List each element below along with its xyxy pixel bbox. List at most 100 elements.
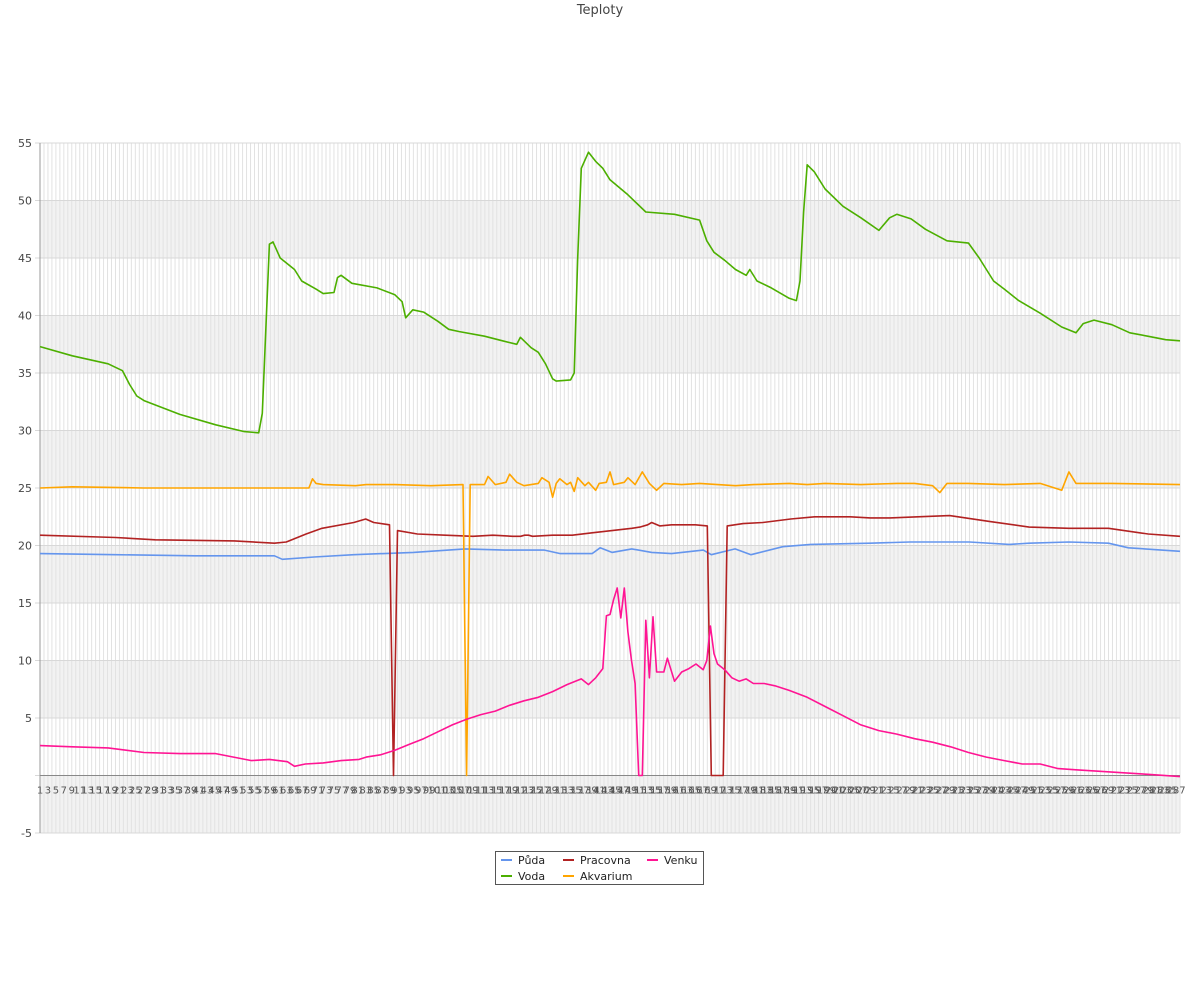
legend-swatch-voda — [501, 875, 512, 877]
y-tick-label: 10 — [18, 655, 32, 668]
x-tick-label: 191 — [785, 786, 804, 797]
x-tick-label: 117 — [491, 786, 510, 797]
x-tick-label: 147 — [610, 786, 629, 797]
series-line-venku — [39, 587, 1181, 778]
x-tick-label: 53 — [240, 786, 253, 797]
x-tick-label: 125 — [523, 786, 542, 797]
legend-item-akvarium: Akvarium — [563, 870, 632, 884]
x-tick-label: 279 — [1135, 786, 1154, 797]
y-tick-label: 25 — [18, 482, 32, 495]
x-tick-label: 171 — [706, 786, 725, 797]
x-tick-label: 105 — [444, 786, 463, 797]
x-tick-label: 27 — [137, 786, 150, 797]
y-tick-label: 15 — [18, 597, 32, 610]
plot-bands — [40, 200, 1180, 833]
plot-band — [40, 200, 1180, 258]
x-tick-label: 17 — [97, 786, 110, 797]
x-tick-label: 241 — [984, 786, 1003, 797]
legend-label-akvarium: Akvarium — [580, 870, 633, 883]
series-line-pracovna — [39, 514, 1181, 777]
x-tick-label: 273 — [1111, 786, 1130, 797]
legend-swatch-venku — [647, 859, 658, 861]
x-tick-label: 231 — [944, 786, 963, 797]
x-tick-label: 71 — [312, 786, 325, 797]
x-axis: 1 3 5 7 911131517192123252729313335373941434… — [37, 786, 1186, 797]
x-tick-label: 151 — [626, 786, 645, 797]
legend-label-voda: Voda — [518, 870, 546, 883]
chart-title: Teploty — [576, 3, 624, 18]
legend-swatch-puda — [501, 859, 512, 861]
x-tick-label: 235 — [960, 786, 979, 797]
x-tick-label: 271 — [1103, 786, 1122, 797]
x-tick-label: 285 — [1159, 786, 1178, 797]
x-tick-label: 177 — [730, 786, 749, 797]
x-tick-label: 223 — [912, 786, 931, 797]
x-tick-label: 5 — [53, 786, 59, 797]
x-tick-label: 133 — [555, 786, 574, 797]
x-tick-label: 47 — [216, 786, 229, 797]
x-tick-label: 87 — [375, 786, 388, 797]
x-tick-label: 225 — [920, 786, 939, 797]
x-tick-label: 251 — [1023, 786, 1042, 797]
x-tick-label: 59 — [264, 786, 277, 797]
legend-swatch-akvarium — [563, 875, 574, 877]
x-tick-label: 43 — [200, 786, 213, 797]
x-tick-label: 145 — [602, 786, 621, 797]
x-tick-label: 13 — [81, 786, 94, 797]
x-tick-label: 57 — [256, 786, 269, 797]
x-tick-label: 261 — [1063, 786, 1082, 797]
x-tick-label: 115 — [483, 786, 502, 797]
x-tick-label: 129 — [539, 786, 558, 797]
x-tick-label: 45 — [208, 786, 221, 797]
x-tick-label: 245 — [1000, 786, 1019, 797]
x-tick-label: 79 — [343, 786, 356, 797]
x-tick-label: 275 — [1119, 786, 1138, 797]
x-tick-label: 189 — [777, 786, 796, 797]
x-tick-label: 207 — [849, 786, 868, 797]
x-tick-label: 3 — [45, 786, 51, 797]
x-tick-label: 153 — [634, 786, 653, 797]
y-tick-label: 40 — [18, 310, 32, 323]
x-tick-label: 49 — [224, 786, 237, 797]
x-tick-label: 187 — [769, 786, 788, 797]
x-tick-label: 157 — [650, 786, 669, 797]
x-tick-label: 121 — [507, 786, 526, 797]
x-tick-label: 61 — [272, 786, 285, 797]
x-tick-label: 99 — [423, 786, 436, 797]
x-tick-label: 239 — [976, 786, 995, 797]
x-tick-label: 95 — [407, 786, 420, 797]
x-tick-label: 195 — [801, 786, 820, 797]
x-tick-label: 219 — [896, 786, 915, 797]
x-tick-label: 85 — [367, 786, 380, 797]
x-tick-label: 173 — [714, 786, 733, 797]
series-line-voda — [39, 151, 1181, 434]
x-tick-label: 233 — [952, 786, 971, 797]
x-tick-label: 197 — [809, 786, 828, 797]
x-tick-label: 143 — [594, 786, 613, 797]
x-tick-label: 141 — [587, 786, 606, 797]
horizontal-grid — [35, 142, 1180, 834]
x-tick-label: 215 — [880, 786, 899, 797]
legend-label-venku: Venku — [664, 854, 698, 867]
x-tick-label: 93 — [399, 786, 412, 797]
x-tick-label: 243 — [992, 786, 1011, 797]
x-tick-label: 131 — [547, 786, 566, 797]
x-tick-label: 111 — [467, 786, 486, 797]
x-tick-label: 39 — [185, 786, 198, 797]
x-tick-label: 287 — [1166, 786, 1185, 797]
x-tick-label: 161 — [666, 786, 685, 797]
x-tick-label: 137 — [571, 786, 590, 797]
x-tick-label: 7 — [61, 786, 67, 797]
x-tick-label: 259 — [1055, 786, 1074, 797]
series-line-akvarium — [39, 471, 1181, 777]
plot-band — [40, 315, 1180, 373]
x-tick-label: 21 — [113, 786, 126, 797]
legend-label-pracovna: Pracovna — [580, 854, 631, 867]
x-tick-label: 253 — [1031, 786, 1050, 797]
x-tick-label: 183 — [753, 786, 772, 797]
x-tick-label: 9 — [69, 786, 75, 797]
y-tick-label: 20 — [18, 540, 32, 553]
x-tick-label: 123 — [515, 786, 534, 797]
x-tick-label: 11 — [73, 786, 86, 797]
